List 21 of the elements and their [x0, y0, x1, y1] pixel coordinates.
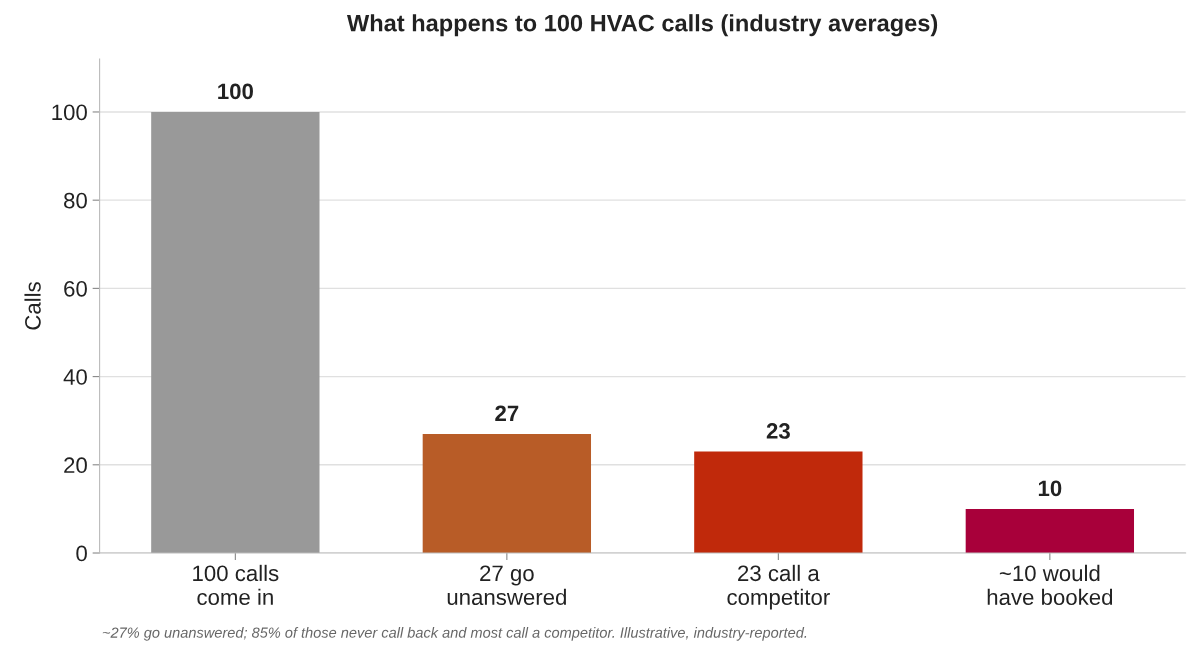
y-tick-label: 80: [64, 192, 87, 209]
data-label: 23: [766, 423, 790, 439]
data-label: 100: [218, 83, 253, 100]
bar: [151, 111, 320, 554]
bar: [965, 508, 1135, 554]
chart-title: What happens to 100 HVAC calls (industry averages): [346, 14, 938, 37]
x-tick-label: 100 calls come in: [193, 564, 279, 606]
x-tick-label: 27 go unanswered: [447, 565, 566, 606]
y-tick-label: 0: [76, 545, 87, 562]
y-tick-label: 20: [64, 457, 87, 474]
text: ~27% go unanswered; 85% of those never call back and most call a competitor. Illustrative, industry-reported.: [102, 627, 807, 641]
y-tick-label: 60: [64, 280, 87, 297]
bar: [694, 451, 863, 554]
data-label: 27: [495, 405, 519, 421]
bar: [422, 433, 592, 554]
y-tick-label: 100: [52, 104, 87, 121]
x-tick-label: ~10 would have booked: [987, 564, 1113, 606]
x-tick-label: 23 call a competitor: [727, 564, 830, 610]
data-label: 10: [1038, 480, 1062, 497]
y-axis-title: Calls: [24, 282, 41, 330]
y-tick-label: 40: [63, 369, 87, 385]
